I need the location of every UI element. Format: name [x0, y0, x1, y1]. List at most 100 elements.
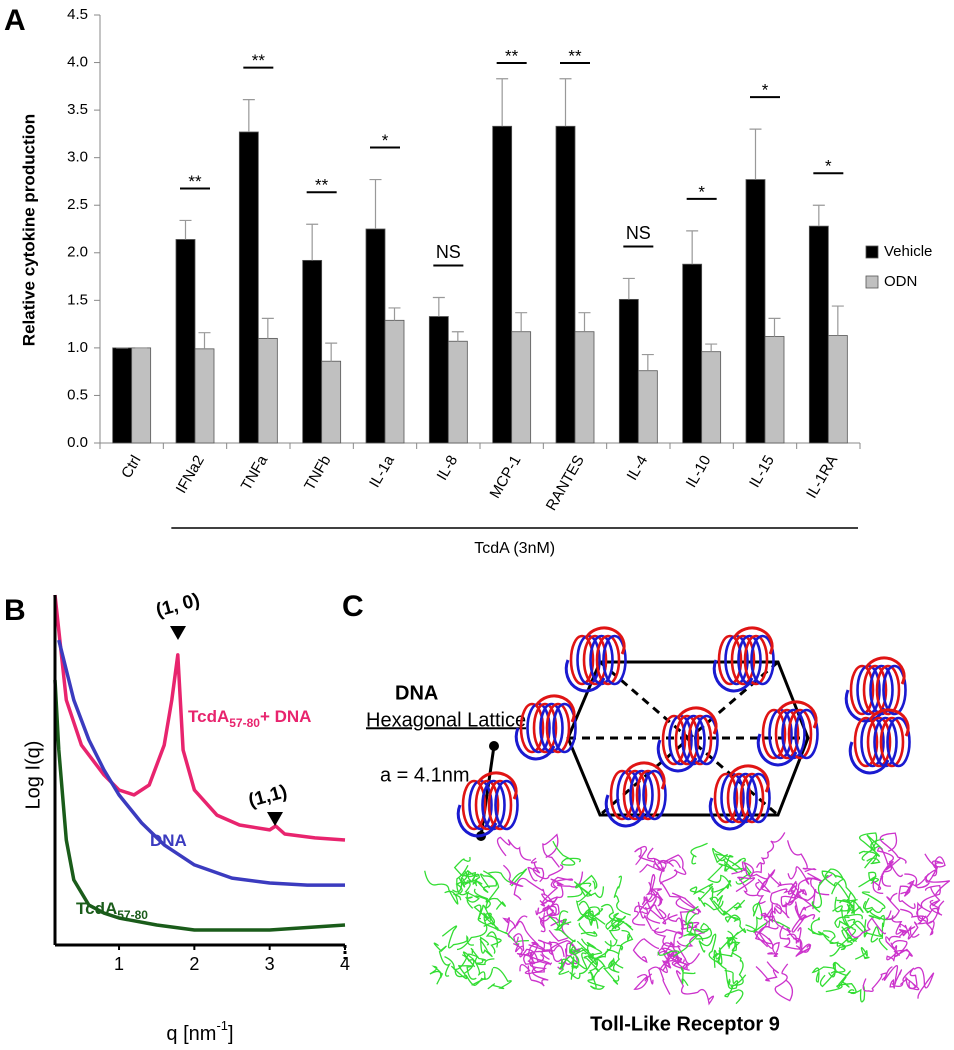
helix-turn — [794, 708, 819, 760]
legend-label: ODN — [884, 273, 917, 290]
series-label: DNA — [150, 831, 187, 850]
protein-strand — [575, 874, 598, 890]
error-bar — [812, 204, 825, 227]
y-tick-label: 4.5 — [67, 6, 88, 23]
protein-strand — [502, 915, 528, 932]
x-axis-label-end: ] — [228, 1023, 234, 1045]
protein-strand — [735, 876, 758, 897]
y-tick-label: 0.5 — [67, 386, 88, 403]
protein-strand — [646, 904, 678, 925]
protein-strand — [876, 847, 904, 878]
helix-turn — [545, 702, 571, 754]
legend-swatch — [865, 245, 879, 259]
x-tick-label: MCP-1 — [487, 452, 525, 501]
protein-strand — [786, 933, 812, 953]
protein-strand — [450, 964, 477, 980]
helix-turn — [519, 702, 545, 754]
protein-strand — [690, 842, 708, 865]
protein-strand — [834, 916, 854, 929]
protein-strand — [823, 928, 857, 947]
protein-strand — [891, 915, 906, 936]
protein-strand — [724, 969, 739, 990]
error-bar — [369, 178, 382, 229]
bar — [238, 131, 259, 444]
protein-strand — [648, 966, 671, 995]
bar — [574, 331, 595, 444]
protein-strand — [458, 877, 480, 903]
lattice-title: DNA — [395, 682, 438, 704]
protein-strand — [913, 966, 935, 999]
protein-strand — [731, 861, 763, 877]
helix-turn — [635, 769, 661, 821]
protein-strand — [527, 857, 541, 882]
protein-strand — [473, 873, 500, 903]
helix-turn — [726, 772, 752, 824]
protein-strand — [578, 922, 598, 937]
bar — [321, 360, 342, 444]
error-bar — [432, 296, 445, 317]
protein-strand — [727, 918, 747, 945]
helix-turn — [694, 714, 719, 766]
protein-strand — [680, 966, 696, 987]
protein-strand — [577, 908, 604, 929]
protein-strand — [755, 869, 776, 891]
annotation: (1,1) — [246, 781, 289, 811]
protein-strand — [633, 973, 653, 990]
significance-label: ** — [568, 46, 582, 65]
protein-strand — [847, 984, 866, 1003]
protein-strand — [724, 974, 747, 1005]
helix-end — [514, 727, 556, 761]
protein-strand — [872, 875, 891, 895]
protein-strand — [683, 905, 699, 937]
protein-strand — [904, 873, 951, 895]
helix-turn — [487, 779, 513, 831]
x-tick-label: TNFb — [301, 452, 334, 493]
error-bar — [559, 78, 572, 127]
helix-turn — [746, 772, 771, 824]
helix-turn — [849, 664, 875, 716]
helix-turn — [882, 664, 907, 716]
helix-turn — [661, 714, 687, 766]
protein-strand — [711, 880, 732, 901]
helix-end — [712, 659, 754, 693]
protein-strand — [791, 914, 816, 933]
protein-strand — [729, 952, 744, 986]
bar — [365, 228, 386, 444]
helix-turn — [717, 634, 743, 686]
helix-end — [756, 733, 798, 767]
protein-strand — [774, 963, 794, 1002]
error-bar — [641, 353, 654, 371]
protein-strand — [671, 892, 702, 915]
x-tick-label: IL-4 — [624, 452, 652, 483]
series-line — [53, 594, 346, 842]
series-label-suffix: + DNA — [260, 707, 311, 726]
helix-turn — [787, 708, 813, 760]
protein-strand — [646, 847, 675, 873]
protein-strand — [861, 891, 886, 914]
helix-end — [476, 771, 518, 800]
panel-label: C — [342, 590, 364, 623]
protein-strand — [846, 917, 887, 939]
protein-strand — [779, 925, 801, 950]
helix-turn — [879, 716, 905, 768]
significance-label: ** — [505, 46, 519, 65]
protein-strand — [632, 938, 660, 964]
protein-strand — [542, 876, 574, 904]
annotation: (1, 0) — [154, 590, 202, 622]
helix-turn — [532, 702, 558, 754]
protein-strand — [513, 933, 525, 953]
series-label-sub: 57-80 — [117, 908, 148, 922]
protein-strand — [516, 948, 552, 965]
protein-strand — [836, 976, 857, 995]
significance-label: NS — [436, 242, 461, 262]
protein-strand — [535, 904, 570, 926]
y-tick-label: 1.5 — [67, 291, 88, 308]
helix-turn — [743, 634, 769, 686]
bar — [428, 316, 449, 444]
protein-strand — [513, 877, 546, 901]
protein-strand — [829, 926, 854, 957]
protein-strand — [746, 901, 763, 933]
helix-turn — [730, 634, 756, 686]
error-bar — [198, 332, 211, 349]
protein-strand — [825, 961, 851, 993]
